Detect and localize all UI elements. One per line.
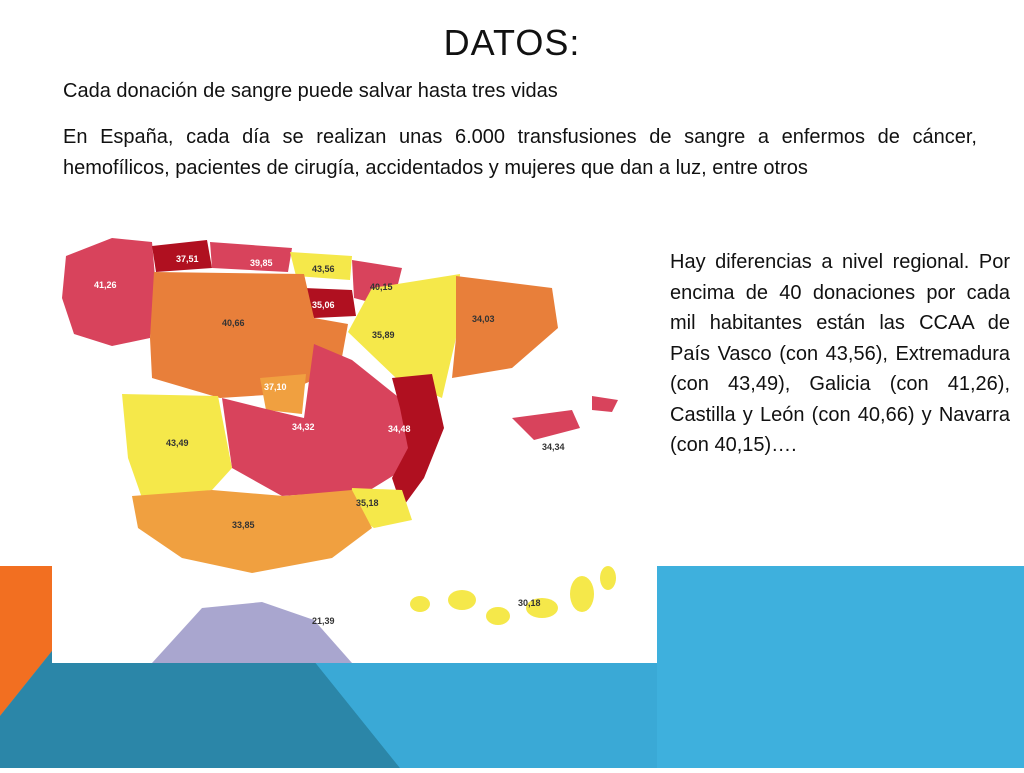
label-baleares: 34,34	[542, 442, 565, 452]
label-la-rioja: 35,06	[312, 300, 335, 310]
label-castilla-leon: 40,66	[222, 318, 245, 328]
label-castilla-la-mancha: 34,32	[292, 422, 315, 432]
label-madrid: 37,10	[264, 382, 287, 392]
regional-differences-text: Hay diferencias a nivel regional. Por en…	[670, 251, 1010, 456]
region-galicia	[62, 238, 156, 346]
region-valencia	[392, 374, 444, 508]
region-castilla-leon	[150, 272, 348, 398]
region-cataluna	[452, 276, 558, 378]
region-castilla-la-mancha	[222, 344, 412, 496]
region-canarias	[410, 566, 616, 625]
region-baleares	[512, 410, 580, 440]
region-pais-vasco	[290, 252, 352, 280]
label-canarias: 30,18	[518, 598, 541, 608]
statement-paragraph: En España, cada día se realizan unas 6.0…	[63, 126, 977, 179]
label-navarra: 40,15	[370, 282, 393, 292]
label-ceuta-melilla: 21,39	[312, 616, 335, 626]
region-aragon	[348, 274, 460, 398]
region-cantabria	[210, 242, 292, 272]
label-aragon: 35,89	[372, 330, 395, 340]
region-andalucia	[132, 490, 372, 573]
label-galicia: 41,26	[94, 280, 117, 290]
label-andalucia: 33,85	[232, 520, 255, 530]
region-asturias	[152, 240, 212, 272]
region-ceuta-melilla	[152, 602, 352, 663]
label-cantabria: 39,85	[250, 258, 273, 268]
label-valencia: 34,48	[388, 424, 411, 434]
spain-donation-map: 41,26 37,51 39,85 43,56 40,15 35,06 40,6…	[52, 228, 657, 663]
label-extremadura: 43,49	[166, 438, 189, 448]
label-cataluna: 34,03	[472, 314, 495, 324]
label-pais-vasco: 43,56	[312, 264, 335, 274]
region-la-rioja	[304, 288, 356, 318]
slide-title: DATOS:	[443, 22, 581, 63]
statement-line: Cada donación de sangre puede salvar has…	[63, 80, 558, 102]
label-murcia: 35,18	[356, 498, 379, 508]
region-madrid	[260, 374, 306, 414]
region-extremadura	[122, 394, 232, 498]
label-asturias: 37,51	[176, 254, 199, 264]
